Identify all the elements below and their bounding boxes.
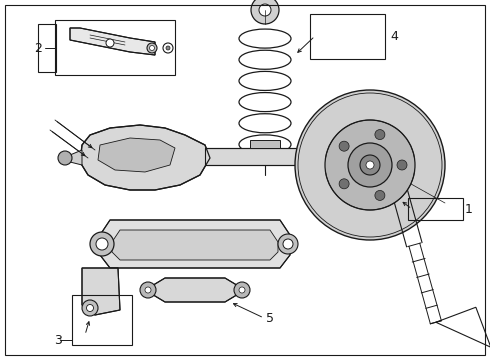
Circle shape xyxy=(140,282,156,298)
Circle shape xyxy=(106,39,114,47)
Ellipse shape xyxy=(239,71,291,90)
Circle shape xyxy=(58,151,72,165)
Polygon shape xyxy=(70,28,155,55)
Bar xyxy=(38,24,56,72)
Circle shape xyxy=(145,287,151,293)
Circle shape xyxy=(366,161,374,169)
Circle shape xyxy=(360,155,380,175)
Polygon shape xyxy=(145,278,245,302)
Text: 2: 2 xyxy=(34,41,42,54)
Bar xyxy=(310,14,385,59)
Circle shape xyxy=(147,43,157,53)
Circle shape xyxy=(283,239,293,249)
Ellipse shape xyxy=(239,29,291,48)
Circle shape xyxy=(87,305,94,311)
Circle shape xyxy=(149,45,154,50)
Text: 1: 1 xyxy=(465,202,473,216)
Bar xyxy=(72,295,132,345)
Circle shape xyxy=(166,46,170,50)
Circle shape xyxy=(259,4,271,16)
Bar xyxy=(408,198,463,220)
Circle shape xyxy=(295,90,445,240)
Circle shape xyxy=(375,130,385,140)
Text: 5: 5 xyxy=(266,311,274,324)
Ellipse shape xyxy=(239,93,291,112)
Ellipse shape xyxy=(239,50,291,69)
Polygon shape xyxy=(82,268,120,315)
Circle shape xyxy=(339,179,349,189)
Circle shape xyxy=(375,190,385,201)
Polygon shape xyxy=(112,230,278,260)
Polygon shape xyxy=(250,140,280,148)
Circle shape xyxy=(234,282,250,298)
Circle shape xyxy=(90,232,114,256)
Ellipse shape xyxy=(239,114,291,133)
Circle shape xyxy=(82,300,98,316)
Circle shape xyxy=(239,287,245,293)
Circle shape xyxy=(251,0,279,24)
Circle shape xyxy=(278,234,298,254)
Circle shape xyxy=(397,160,407,170)
Text: 3: 3 xyxy=(54,333,62,346)
Text: 4: 4 xyxy=(390,30,398,42)
Circle shape xyxy=(96,238,108,250)
Bar xyxy=(55,20,175,75)
Circle shape xyxy=(339,141,349,151)
Circle shape xyxy=(348,143,392,187)
Ellipse shape xyxy=(239,135,291,154)
Polygon shape xyxy=(98,138,175,172)
Circle shape xyxy=(163,43,173,53)
Polygon shape xyxy=(100,220,290,268)
Polygon shape xyxy=(70,150,82,165)
Circle shape xyxy=(325,120,415,210)
Polygon shape xyxy=(80,125,210,190)
Polygon shape xyxy=(205,148,360,165)
